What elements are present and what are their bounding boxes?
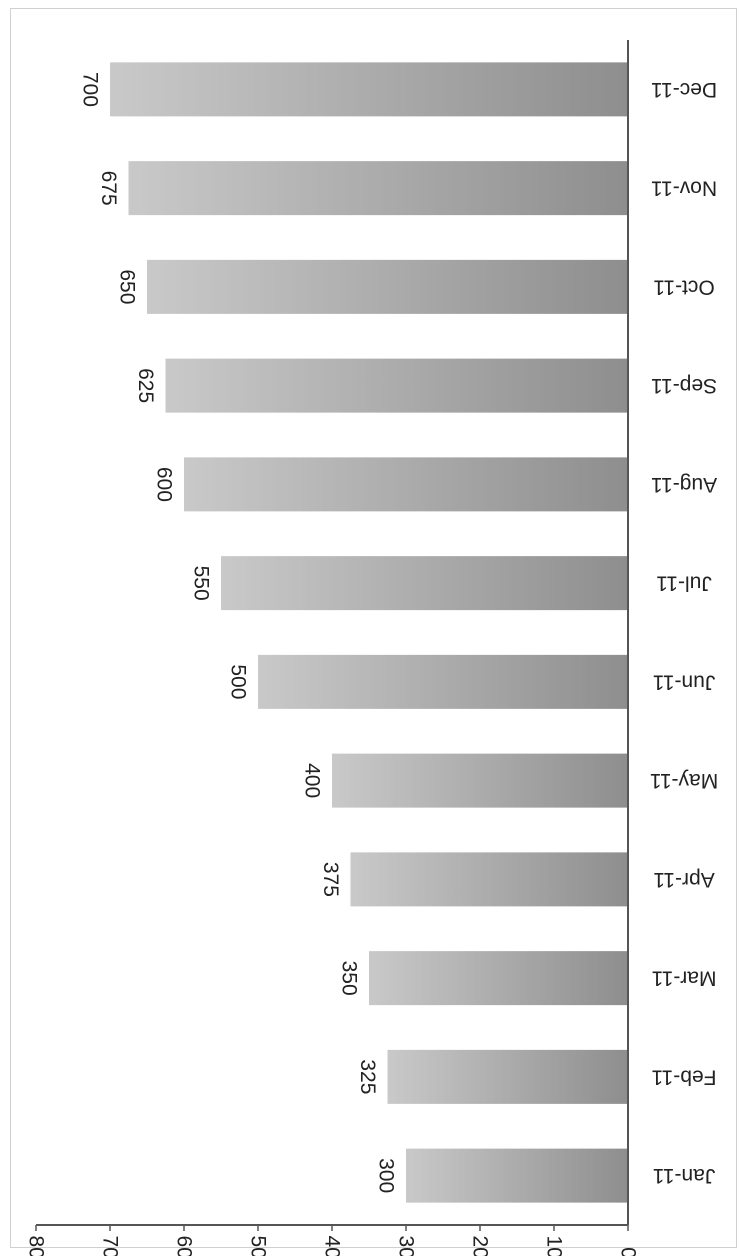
category-label: Apr-11 [653,868,714,891]
data-label: 625 [134,368,157,403]
category-label: Sep-11 [651,374,717,397]
bar-jun-11 [258,654,628,709]
value-axis: 0 100 200 300 400 500 600 700 800 [25,1225,640,1256]
data-labels: 700 675 650 625 600 550 500 400 375 350 325 300 [79,72,398,1193]
bar-nov-11 [128,161,628,216]
bar-sep-11 [165,358,628,413]
bar-dec-11 [110,62,628,117]
data-label: 675 [97,171,120,206]
chart-frame [10,8,737,1248]
data-label: 500 [227,664,250,699]
bar-oct-11 [147,259,628,314]
value-tick-label: 400 [321,1235,344,1256]
category-label: Jan-11 [653,1164,716,1187]
value-tick-label: 500 [247,1235,270,1256]
category-label: Oct-11 [653,275,714,298]
data-label: 400 [301,763,324,798]
bar-jul-11 [221,556,628,611]
data-label: 300 [375,1158,398,1193]
category-label: Jul-11 [656,572,712,595]
bar-may-11 [332,753,628,808]
bar-feb-11 [387,1049,628,1104]
category-label: Aug-11 [651,473,717,496]
data-label: 650 [116,269,139,304]
value-tick-label: 300 [395,1235,418,1256]
bar-apr-11 [350,852,628,907]
category-label: Mar-11 [652,967,717,990]
value-tick-label: 200 [469,1235,492,1256]
data-label: 350 [338,961,361,996]
data-label: 600 [153,467,176,502]
data-label: 700 [79,72,102,107]
data-label: 375 [319,862,342,897]
category-label: Nov-11 [651,177,717,200]
value-tick-label: 100 [543,1235,566,1256]
category-label: Jun-11 [653,670,716,693]
category-axis: Dec-11 Nov-11 Oct-11 Sep-11 Aug-11 Jul-11 Jun-… [650,78,718,1187]
data-label: 550 [190,566,213,601]
bar-aug-11 [184,457,628,512]
bar-mar-11 [369,951,628,1006]
value-tick-label: 0 [617,1247,640,1256]
data-label: 325 [356,1059,379,1094]
bar-jan-11 [406,1148,628,1203]
category-label: Dec-11 [651,78,717,101]
category-label: Feb-11 [652,1065,717,1088]
bars-group [110,62,628,1203]
value-tick-label: 700 [99,1235,122,1256]
category-label: May-11 [650,769,718,792]
value-tick-label: 800 [25,1235,48,1256]
value-tick-label: 600 [173,1235,196,1256]
